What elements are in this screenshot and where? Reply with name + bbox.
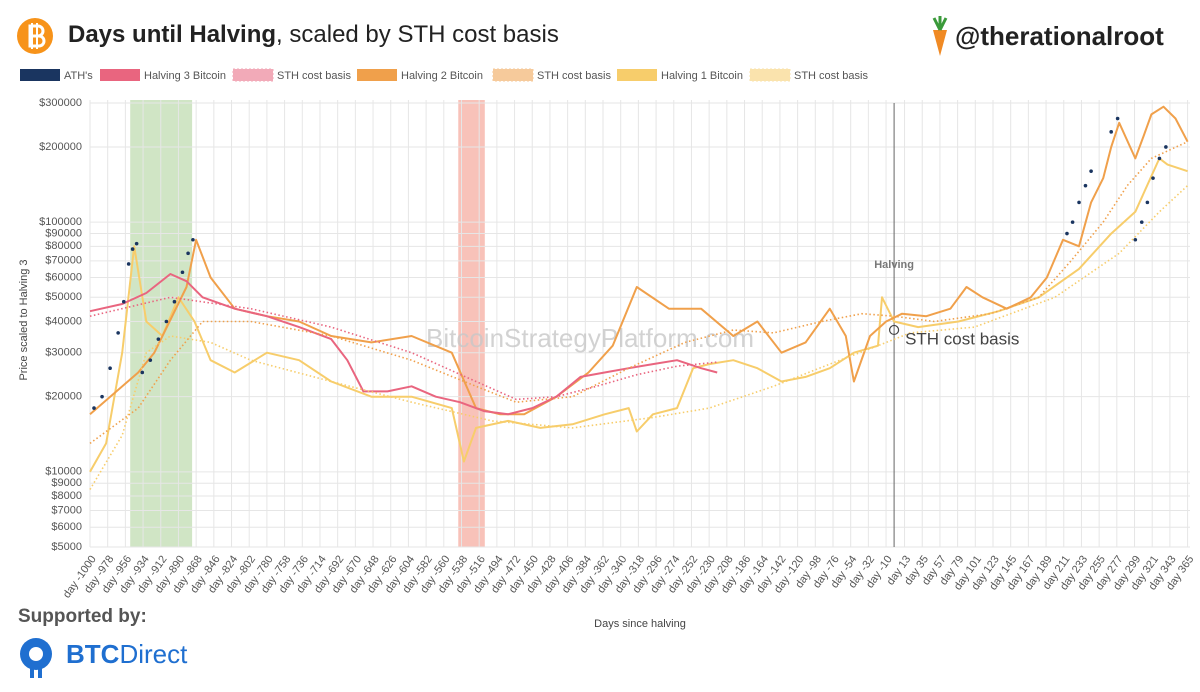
- ath-point: [156, 337, 161, 341]
- y-tick-label: $90000: [45, 227, 82, 239]
- legend-item: STH cost basis: [749, 68, 868, 82]
- y-tick-label: $40000: [45, 315, 82, 327]
- sth-marker: [888, 324, 900, 336]
- legend-label: Halving 2 Bitcoin: [401, 70, 483, 82]
- y-tick-label: $60000: [45, 271, 82, 283]
- sth-line: [89, 140, 1188, 445]
- ath-point: [116, 331, 120, 335]
- legend-swatch: [20, 69, 60, 81]
- legend-label: ATH's: [64, 70, 93, 82]
- sponsor-label: Supported by:: [18, 606, 147, 627]
- brand-rest: Direct: [119, 639, 188, 669]
- ath-point: [100, 394, 104, 399]
- ath-point: [140, 370, 145, 375]
- legend-item: STH cost basis: [492, 68, 611, 82]
- y-tick-label: $6000: [51, 521, 82, 533]
- bitcoin-logo: [17, 18, 53, 54]
- ath-point: [1089, 169, 1093, 173]
- watermark: BitcoinStrategyPlatform.com: [426, 323, 754, 353]
- ath-point: [1145, 200, 1150, 205]
- y-axis-label: Price scaled to Halving 3: [18, 259, 30, 380]
- y-tick-label: $50000: [45, 291, 82, 303]
- btcdirect-icon: [20, 638, 52, 678]
- price-line: [89, 157, 1188, 473]
- ath-point: [1139, 220, 1144, 224]
- ath-point: [148, 358, 153, 362]
- title: Days until Halving: [68, 21, 276, 48]
- ath-point: [164, 319, 169, 324]
- ath-point: [1164, 145, 1168, 149]
- ath-point: [186, 251, 190, 256]
- legend-label: STH cost basis: [277, 70, 351, 82]
- legend-swatch: [232, 68, 274, 82]
- price-line: [89, 273, 718, 416]
- legend-swatch: [357, 69, 397, 81]
- x-axis-label: Days since halving: [594, 618, 686, 630]
- price-line: [89, 105, 1189, 416]
- legend-swatch: [492, 68, 534, 82]
- halving-label: Halving: [874, 259, 914, 271]
- ath-point: [134, 241, 139, 246]
- brand-bold: BTC: [66, 639, 120, 669]
- chart-title: Days until Halving, scaled by STH cost b…: [68, 21, 559, 48]
- ath-point: [1070, 220, 1075, 224]
- ath-point: [180, 270, 185, 275]
- ath-point: [191, 237, 195, 242]
- ath-point: [1157, 156, 1162, 161]
- sponsor-brand: BTCDirect: [66, 639, 188, 669]
- y-tick-label: $30000: [45, 347, 82, 359]
- legend-item: STH cost basis: [232, 68, 351, 82]
- ath-point: [1115, 116, 1120, 121]
- legend-item: Halving 1 Bitcoin: [617, 69, 743, 82]
- ath-point: [1109, 130, 1113, 134]
- ath-point: [1083, 183, 1088, 188]
- legend-label: STH cost basis: [794, 70, 868, 82]
- ath-point: [1133, 237, 1138, 242]
- legend-label: STH cost basis: [537, 70, 611, 82]
- y-tick-label: $70000: [45, 255, 82, 267]
- handle: @therationalroot: [955, 21, 1164, 51]
- ath-point: [92, 406, 96, 410]
- legend-item: Halving 3 Bitcoin: [100, 69, 226, 82]
- ath-point: [121, 299, 126, 304]
- legend-swatch: [617, 69, 657, 81]
- legend-item: ATH's: [20, 69, 93, 82]
- y-tick-label: $10000: [45, 466, 82, 478]
- y-tick-label: $20000: [45, 391, 82, 403]
- ath-point: [172, 299, 177, 304]
- y-tick-label: $9000: [51, 477, 82, 489]
- legend-label: Halving 1 Bitcoin: [661, 70, 743, 82]
- highlight-band: [458, 100, 485, 547]
- y-tick-label: $300000: [39, 97, 82, 109]
- y-tick-label: $200000: [39, 141, 82, 153]
- subtitle: , scaled by STH cost basis: [276, 21, 559, 48]
- ath-point: [126, 262, 131, 266]
- y-tick-label: $100000: [39, 216, 82, 228]
- sth-annotation: STH cost basis: [905, 329, 1019, 348]
- ath-point: [1077, 200, 1081, 205]
- y-tick-label: $8000: [51, 490, 82, 502]
- legend-swatch: [749, 68, 791, 82]
- y-tick-label: $7000: [51, 504, 82, 516]
- y-tick-label: $5000: [51, 541, 82, 553]
- legend-swatch: [100, 69, 140, 81]
- legend-item: Halving 2 Bitcoin: [357, 69, 483, 82]
- ath-point: [1065, 231, 1069, 236]
- ath-point: [130, 247, 135, 251]
- y-tick-label: $80000: [45, 240, 82, 252]
- legend-label: Halving 3 Bitcoin: [144, 70, 226, 82]
- ath-point: [1151, 176, 1155, 180]
- carrot-icon: [932, 16, 948, 56]
- ath-point: [108, 366, 112, 371]
